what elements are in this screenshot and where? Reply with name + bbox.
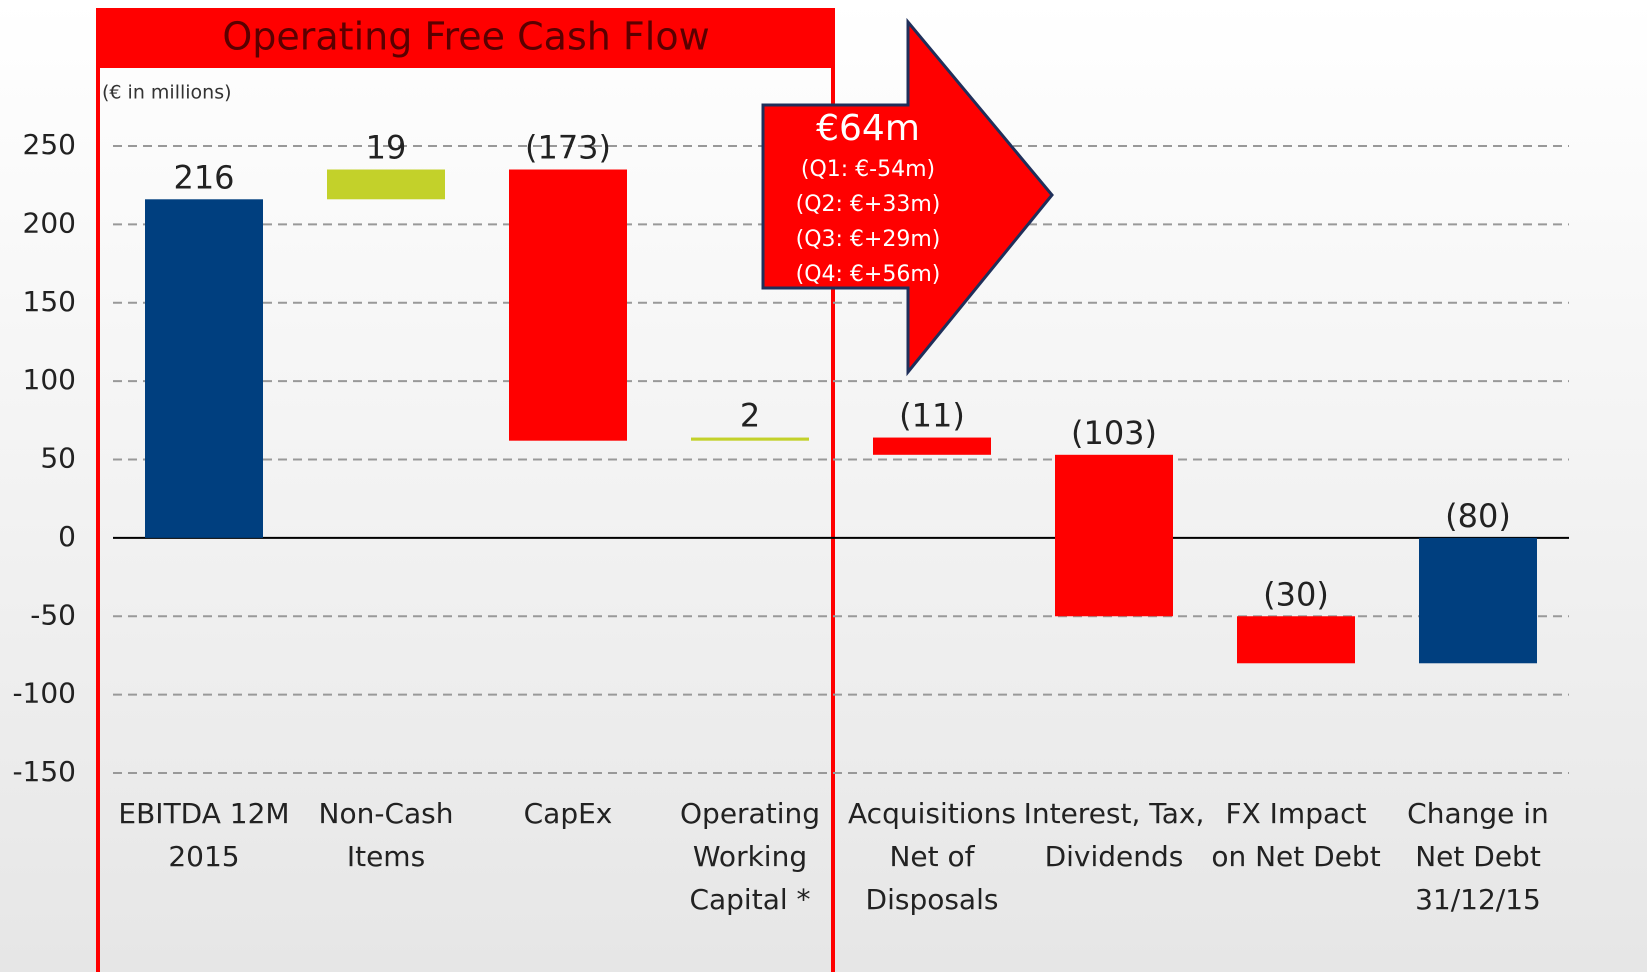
bar [1055,454,1173,617]
y-tick-label: -50 [30,598,76,631]
annotation-line: (Q4: €+56m) [796,262,941,287]
annotation-headline: €64m [816,108,920,149]
y-tick-label: 100 [23,363,76,396]
x-tick-label: Non-Cash Items [318,797,454,873]
bar [691,437,809,441]
value-label: (11) [899,397,965,435]
x-tick-label: FX Impact on Net Debt [1211,797,1381,873]
x-tick-label: Interest, Tax, Dividends [1023,797,1205,873]
y-tick-label: 150 [23,285,76,318]
x-tick-label: CapEx [523,797,613,830]
value-label: 216 [173,158,234,196]
header-band [97,8,835,68]
x-tick-label: EBITDA 12M 2015 [118,797,290,873]
value-label: (173) [525,129,611,167]
bar [1419,537,1537,664]
value-label: 19 [366,129,407,167]
y-tick-label: -100 [12,677,76,710]
bar [327,169,445,200]
subtitle: (€ in millions) [102,82,232,104]
value-label: (103) [1071,414,1157,452]
bar [873,437,991,455]
y-tick-label: 50 [40,442,76,475]
bar [509,169,627,441]
x-tick-label: Operating Working Capital * [680,797,820,916]
annotation-line: (Q3: €+29m) [796,227,941,252]
x-tick-label: Acquisitions Net of Disposals [848,797,1016,916]
annotation-arrow [761,17,1054,377]
value-label: (80) [1445,497,1511,535]
annotation-line: (Q1: €-54m) [801,157,935,182]
y-tick-label: 0 [58,520,76,553]
y-tick-label: -150 [12,755,76,788]
value-label: 2 [740,397,760,435]
bar [1237,616,1355,664]
bar [145,199,263,538]
chart-title: Operating Free Cash Flow [222,15,709,59]
value-label: (30) [1263,575,1329,613]
y-tick-label: 250 [23,128,76,161]
x-tick-label: Change in Net Debt 31/12/15 [1407,797,1549,916]
y-tick-label: 200 [23,206,76,239]
annotation-line: (Q2: €+33m) [796,192,941,217]
